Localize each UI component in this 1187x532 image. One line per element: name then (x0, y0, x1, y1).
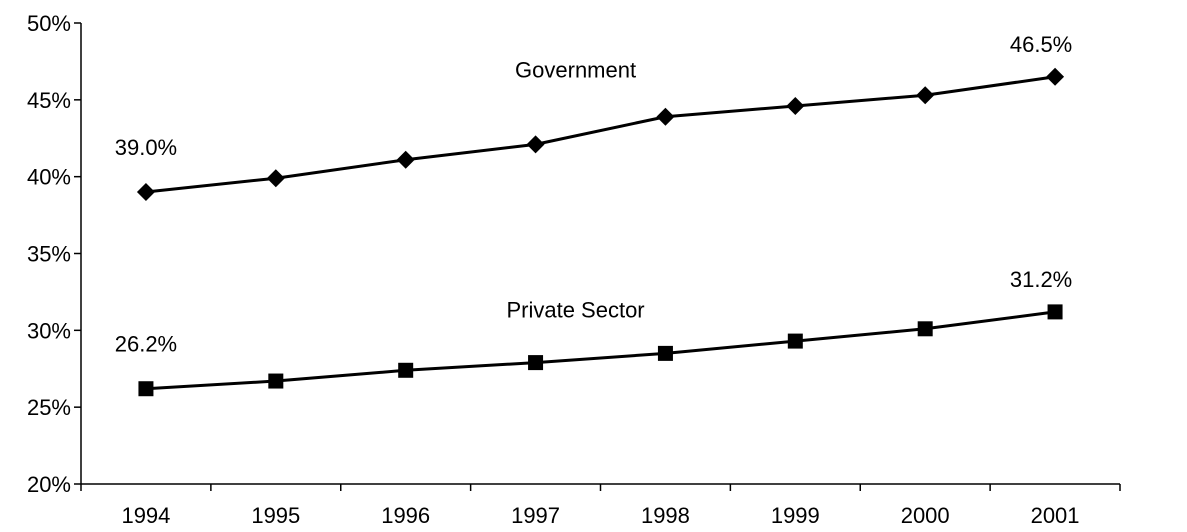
data-point-square (1047, 304, 1063, 320)
x-tick-label: 2001 (1031, 503, 1080, 528)
data-label-first: 39.0% (115, 135, 177, 160)
data-label-last: 31.2% (1010, 267, 1072, 292)
y-tick-label: 35% (27, 242, 71, 267)
data-point-square (138, 381, 154, 397)
x-tick-label: 1999 (771, 503, 820, 528)
data-label-last: 46.5% (1010, 32, 1072, 57)
data-point-square (787, 333, 803, 349)
series-layer (136, 67, 1065, 397)
x-tick-label: 1994 (121, 503, 170, 528)
data-label-first: 26.2% (115, 332, 177, 357)
labels-layer: 39.0% 46.5% Government 26.2% 31.2% Private Se… (115, 32, 1073, 357)
data-point-diamond (916, 86, 935, 105)
y-tick-label: 25% (27, 395, 71, 420)
y-tick-label: 40% (27, 165, 71, 190)
y-tick-label: 45% (27, 88, 71, 113)
x-tick-label: 1997 (511, 503, 560, 528)
data-point-diamond (656, 107, 675, 126)
y-tick-label: 50% (27, 11, 71, 36)
x-tick-label: 2000 (901, 503, 950, 528)
data-point-square (268, 373, 284, 389)
y-tick-label: 20% (27, 472, 71, 497)
data-point-diamond (396, 150, 415, 169)
series-line-private-sector (145, 310, 1056, 391)
data-point-diamond (266, 169, 285, 188)
series-line-government (145, 75, 1056, 194)
axes: 20% 25% 30% 35% 40% 45% 50% 1994 1995 1996 1997 199… (27, 11, 1121, 528)
data-point-square (657, 345, 673, 361)
data-point-diamond (786, 96, 805, 115)
x-tick-label: 1996 (381, 503, 430, 528)
data-point-diamond (526, 135, 545, 154)
data-point-diamond (1046, 67, 1065, 86)
y-tick-label: 30% (27, 318, 71, 343)
series-name-label: Government (515, 57, 636, 82)
data-point-square (528, 355, 544, 371)
series-name-label: Private Sector (506, 298, 644, 323)
data-point-square (398, 362, 414, 378)
data-point-square (917, 321, 933, 337)
x-tick-label: 1995 (251, 503, 300, 528)
x-tick-label: 1998 (641, 503, 690, 528)
data-point-diamond (136, 183, 155, 202)
